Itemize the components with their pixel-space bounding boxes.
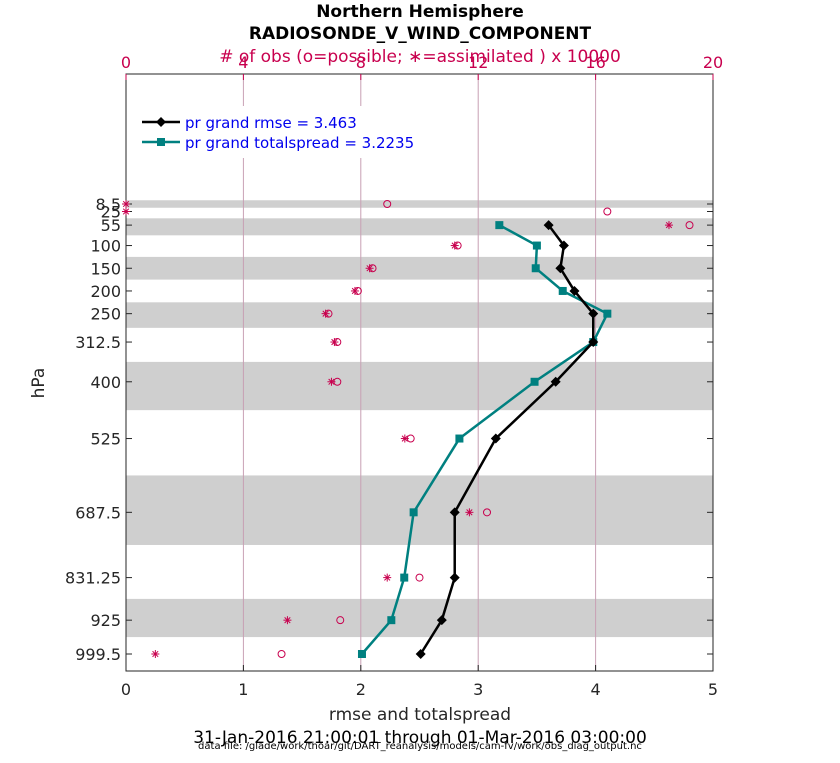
totalspread-line xyxy=(361,224,610,655)
y-tick-label: 400 xyxy=(90,373,121,392)
rmse-point xyxy=(588,337,599,348)
rmse-point xyxy=(415,649,426,659)
obs-assimilated-marker xyxy=(122,200,130,208)
top-tick-label: 20 xyxy=(703,53,723,72)
y-tick-label: 250 xyxy=(90,305,121,324)
y-tick-label: 999.5 xyxy=(75,645,121,664)
top-tick-label: 4 xyxy=(238,53,248,72)
y-tick-label: 525 xyxy=(90,430,121,449)
x-tick-label: 0 xyxy=(121,680,131,699)
y-tick-label: 925 xyxy=(90,611,121,630)
series-lines xyxy=(357,220,612,659)
rmse-point xyxy=(543,220,554,231)
obs-assimilated-marker xyxy=(383,573,392,582)
legend-spread-label: pr grand totalspread = 3.2235 xyxy=(185,134,414,152)
totalspread-point xyxy=(357,650,366,658)
obs-assimilated-marker xyxy=(664,221,673,230)
top-tick-label: 0 xyxy=(121,53,131,72)
data-file-footer: data file: /glade/work/thoar/git/DART_re… xyxy=(198,741,642,752)
totalspread-point xyxy=(531,264,540,273)
top-tick-label: 16 xyxy=(585,53,605,72)
rmse-point xyxy=(449,572,460,583)
obs-assimilated-marker xyxy=(465,508,474,517)
x-tick-label: 3 xyxy=(473,680,483,699)
axis-ticks: 0 1 2 3 4 50 4 8 12 16 208.52555100150200250312.54… xyxy=(65,53,723,699)
x-tick-label: 2 xyxy=(356,680,366,699)
top-tick-label: 12 xyxy=(468,53,488,72)
x-tick-label: 5 xyxy=(708,680,718,699)
obs-possible-marker xyxy=(483,508,492,517)
level-band xyxy=(126,200,713,208)
obs-assimilated-marker xyxy=(321,309,330,318)
rmse-point xyxy=(550,376,561,387)
rmse-point xyxy=(449,507,460,518)
level-band xyxy=(126,598,713,638)
totalspread-point xyxy=(400,573,409,582)
totalspread-point xyxy=(387,616,396,625)
obs-possible-marker xyxy=(603,207,612,216)
obs-markers xyxy=(122,200,694,658)
top-tick-label: 8 xyxy=(356,53,366,72)
level-band xyxy=(126,218,713,236)
x-axis-label: rmse and totalspread xyxy=(329,705,511,725)
legend-box xyxy=(132,106,444,158)
obs-assimilated-marker xyxy=(283,616,292,625)
y-tick-label: 100 xyxy=(90,237,121,256)
obs-possible-marker xyxy=(685,221,694,230)
totalspread-point xyxy=(558,286,567,295)
obs-assimilated-marker xyxy=(400,434,409,443)
legend-spread-marker xyxy=(157,138,165,146)
y-tick-label: 312.5 xyxy=(75,333,121,352)
totalspread-point xyxy=(603,309,612,318)
chart-subtitle: RADIOSONDE_V_WIND_COMPONENT xyxy=(249,24,592,44)
obs-possible-marker xyxy=(277,650,286,658)
legend: pr grand rmse = 3.463 pr grand totalspre… xyxy=(132,106,444,158)
rmse-point xyxy=(558,240,569,251)
level-band xyxy=(126,361,713,411)
rmse-point xyxy=(555,263,566,274)
obs-assimilated-marker xyxy=(151,650,160,658)
legend-rmse-marker xyxy=(156,117,166,127)
level-band xyxy=(126,256,713,280)
level-band xyxy=(126,302,713,328)
x-tick-label: 1 xyxy=(238,680,248,699)
y-tick-label: 831.25 xyxy=(65,569,121,588)
obs-assimilated-marker xyxy=(330,338,339,347)
totalspread-point xyxy=(409,508,418,517)
obs-possible-marker xyxy=(415,573,424,582)
y-tick-label: 687.5 xyxy=(75,503,121,522)
legend-rmse-label: pr grand rmse = 3.463 xyxy=(185,114,357,132)
y-tick-label: 55 xyxy=(101,216,121,235)
top-axis-label: # of obs (o=possible; ∗=assimilated ) x … xyxy=(219,47,621,67)
x-tick-label: 4 xyxy=(591,680,601,699)
level-bands xyxy=(126,200,713,638)
obs-possible-marker xyxy=(336,616,345,625)
totalspread-point xyxy=(530,377,539,386)
chart-title: Northern Hemisphere xyxy=(316,2,524,22)
y-tick-label: 200 xyxy=(90,282,121,301)
rmse-point xyxy=(490,433,501,444)
obs-assimilated-marker xyxy=(122,207,130,216)
obs-assimilated-marker xyxy=(327,377,336,386)
obs-assimilated-marker xyxy=(450,241,459,250)
y-axis-label: hPa xyxy=(29,368,49,399)
plot-frame xyxy=(125,73,714,672)
obs-assimilated-marker xyxy=(365,264,374,273)
totalspread-point xyxy=(532,241,541,250)
y-tick-label: 8.5 xyxy=(96,195,121,214)
level-band xyxy=(126,475,713,545)
y-tick-label: 25 xyxy=(101,202,121,221)
rmse-point xyxy=(569,285,580,296)
totalspread-point xyxy=(495,221,504,230)
y-tick-label: 150 xyxy=(90,259,121,278)
vertical-gridlines xyxy=(242,74,597,671)
obs-possible-marker xyxy=(383,200,392,208)
totalspread-point xyxy=(455,434,464,443)
obs-assimilated-marker xyxy=(350,286,359,295)
rmse-line xyxy=(419,224,595,655)
date-range: 31-Jan-2016 21:00:01 through 01-Mar-2016… xyxy=(193,728,647,748)
rmse-point xyxy=(436,615,447,626)
rmse-point xyxy=(588,308,599,319)
